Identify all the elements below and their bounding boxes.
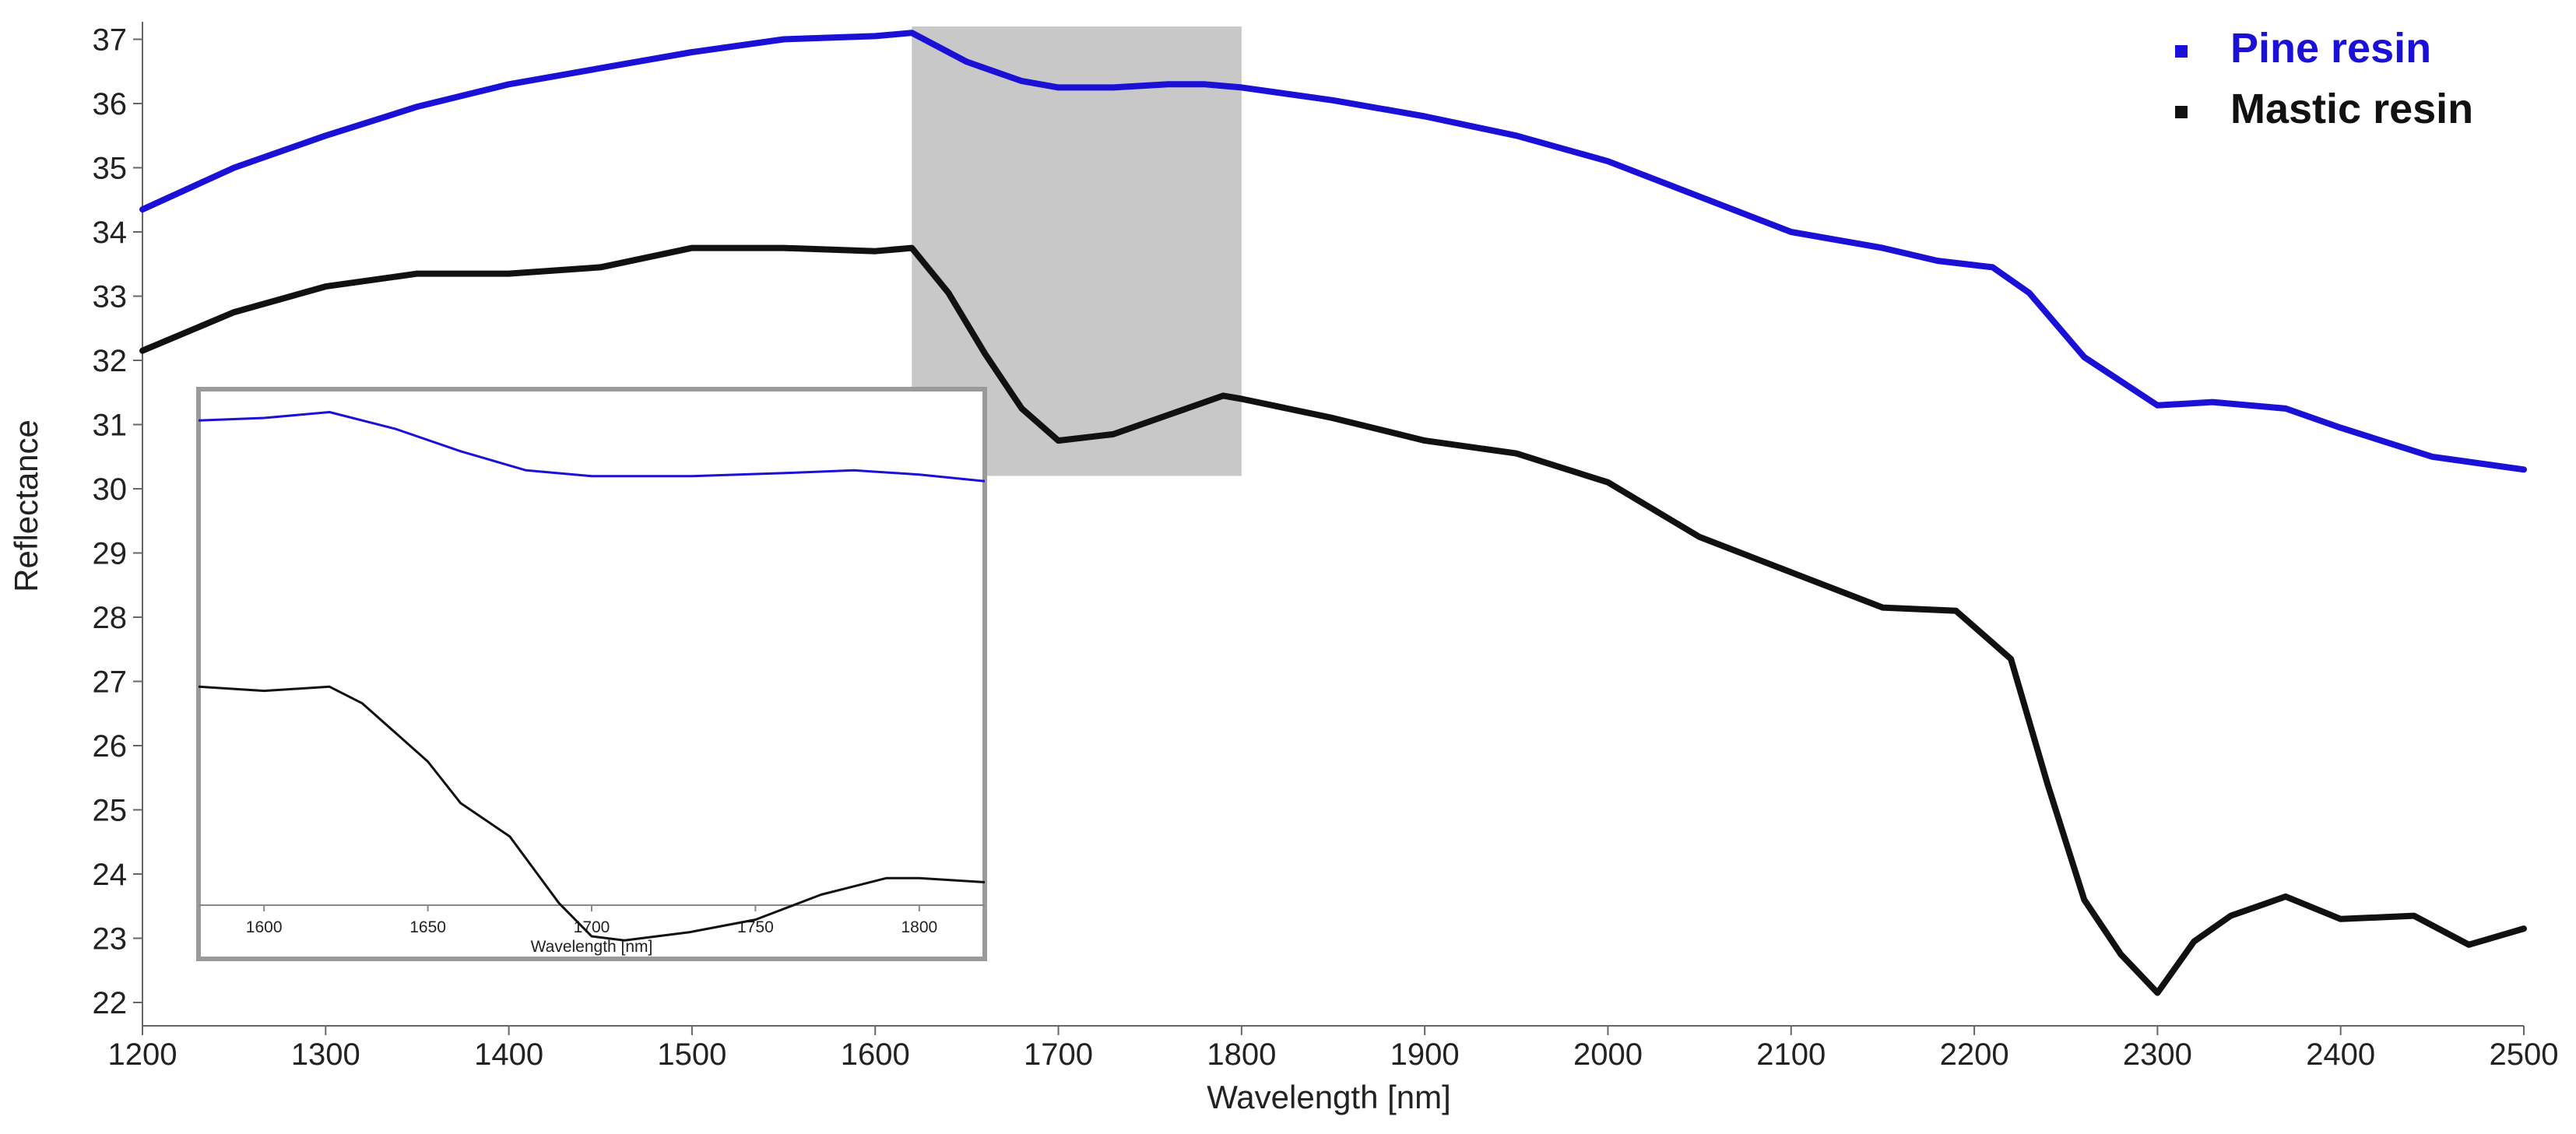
y-tick-label: 36 bbox=[93, 87, 128, 121]
x-tick-label: 1500 bbox=[657, 1037, 726, 1072]
y-tick-label: 23 bbox=[93, 922, 128, 957]
inset-x-tick-label: 1750 bbox=[737, 918, 774, 936]
series-layer bbox=[139, 30, 2527, 996]
x-tick-label: 2300 bbox=[2123, 1037, 2192, 1072]
x-tick-label: 1900 bbox=[1390, 1037, 1460, 1072]
legend-swatch bbox=[2175, 106, 2188, 118]
legend-label: Pine resin bbox=[2230, 25, 2431, 72]
x-tick-label: 2400 bbox=[2306, 1037, 2375, 1072]
legend: Pine resin Mastic resin bbox=[2175, 25, 2473, 132]
inset-x-axis-title: Wavelength [nm] bbox=[531, 938, 653, 956]
y-axis: 22 23 24 25 26 27 28 29 30 31 32 33 34 35 36 37 bbox=[93, 22, 143, 1026]
y-tick-label: 33 bbox=[93, 280, 128, 314]
x-axis: 1200 1300 1400 1500 1600 1700 1800 1900 2000 2100… bbox=[108, 1025, 2559, 1072]
x-tick-label: 1300 bbox=[291, 1037, 360, 1072]
y-tick-label: 31 bbox=[93, 409, 128, 443]
x-tick-label: 1800 bbox=[1207, 1037, 1276, 1072]
y-tick-label: 24 bbox=[93, 858, 128, 892]
y-tick-label: 35 bbox=[93, 152, 128, 186]
y-tick-label: 28 bbox=[93, 601, 128, 635]
x-tick-label: 1400 bbox=[474, 1037, 543, 1072]
inset-x-tick-label: 1700 bbox=[574, 918, 610, 936]
inset-x-tick-label: 1800 bbox=[901, 918, 937, 936]
y-tick-label: 34 bbox=[93, 216, 128, 250]
x-tick-label: 1700 bbox=[1024, 1037, 1093, 1072]
x-tick-label: 1200 bbox=[108, 1037, 177, 1072]
y-tick-label: 26 bbox=[93, 729, 128, 764]
y-axis-title: Reflectance bbox=[8, 420, 44, 592]
y-tick-label: 32 bbox=[93, 344, 128, 378]
y-tick-label: 30 bbox=[93, 472, 128, 507]
y-tick-label: 37 bbox=[93, 23, 128, 58]
series-line-pine-resin bbox=[139, 30, 2527, 473]
series-line-mastic-resin bbox=[139, 244, 2527, 996]
x-tick-label: 2200 bbox=[1940, 1037, 2009, 1072]
x-axis-title: Wavelength [nm] bbox=[1207, 1079, 1451, 1115]
inset-x-tick-label: 1600 bbox=[246, 918, 283, 936]
legend-label: Mastic resin bbox=[2230, 86, 2473, 132]
y-tick-label: 27 bbox=[93, 665, 128, 700]
inset-series-line-pine-resin bbox=[198, 411, 986, 483]
y-tick-label: 29 bbox=[93, 537, 128, 571]
y-tick-label: 25 bbox=[93, 794, 128, 828]
x-tick-label: 2100 bbox=[1756, 1037, 1826, 1072]
legend-swatch bbox=[2175, 45, 2188, 58]
inset-x-tick-label: 1650 bbox=[409, 918, 446, 936]
x-tick-label: 2000 bbox=[1573, 1037, 1643, 1072]
x-tick-label: 1600 bbox=[841, 1037, 910, 1072]
x-tick-label: 2500 bbox=[2490, 1037, 2559, 1072]
y-tick-label: 22 bbox=[93, 986, 128, 1020]
inset-frame bbox=[196, 387, 987, 961]
inset-chart: 1600 1650 1700 1750 1800 Wavelength [nm] bbox=[196, 387, 987, 961]
inset-series-line-mastic-resin bbox=[198, 685, 986, 942]
